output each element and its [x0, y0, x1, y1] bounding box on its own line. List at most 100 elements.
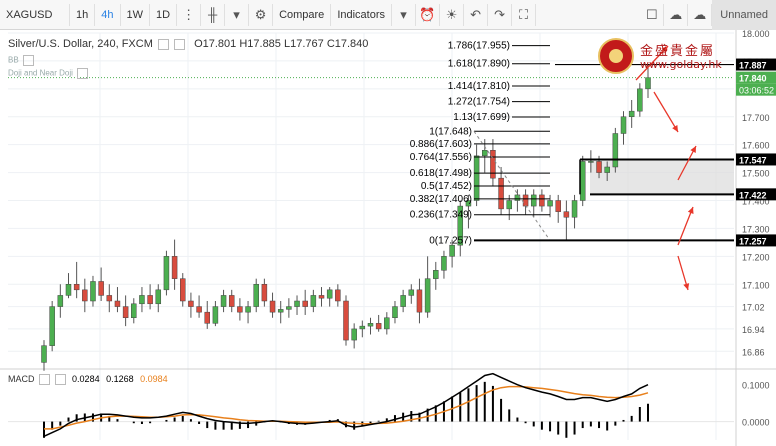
candle-body	[237, 306, 243, 313]
chevron-down-icon[interactable]: ▾	[225, 3, 250, 26]
fib-label-1.272: 1.272(17.754)	[448, 97, 510, 108]
golday-logo: 金盛貴金屬 www.golday.hk	[598, 38, 738, 78]
candle-body	[588, 161, 594, 163]
candle-body	[310, 295, 317, 307]
time-tag-bg	[736, 83, 776, 96]
y-tick-5: 17.500	[742, 169, 770, 179]
fib-trend-line	[473, 130, 551, 241]
alert-icon[interactable]: ⏰	[416, 3, 441, 26]
arrow-up-2	[677, 145, 697, 181]
candle-body	[49, 306, 55, 346]
price-chart[interactable]: 0(17.257) 0.236(17.349) 0.382(17.406) 0.5(1…	[0, 30, 776, 446]
resistance-zone	[590, 159, 734, 195]
price-tag-17547: 17.547	[739, 155, 767, 165]
macd-legend: MACD 0.0284 0.1268 0.0984	[8, 374, 168, 386]
gear-icon[interactable]: ⚙	[249, 3, 274, 26]
interval-1w[interactable]: 1W	[121, 3, 150, 26]
candle-body	[384, 317, 390, 330]
interval-1h[interactable]: 1h	[70, 3, 96, 26]
candle-body	[367, 323, 374, 327]
macd-y-tick-0: 0.1000	[742, 381, 770, 391]
fib-label-1.786: 1.786(17.955)	[448, 41, 510, 52]
candle-body	[539, 194, 545, 207]
candle-body	[392, 306, 398, 319]
layout-name[interactable]: Unnamed	[712, 0, 776, 30]
y-tick-6: 17.400	[742, 197, 770, 207]
candle-body	[180, 278, 186, 302]
y-tick-7: 17.300	[742, 224, 770, 234]
indicator-bb[interactable]: BB	[8, 55, 34, 66]
logo-chinese-text: 金盛貴金屬	[640, 44, 716, 59]
indicators-dropdown-icon[interactable]: ▾	[392, 3, 417, 26]
legend-open: O17.801	[194, 38, 237, 50]
fib-label-1.618: 1.618(17.890)	[448, 59, 510, 70]
candle-body	[228, 295, 235, 307]
price-tag-last: 17.840	[739, 74, 767, 84]
legend-close: C17.840	[326, 38, 369, 50]
indicator-bb-label: BB	[8, 55, 19, 65]
indicators-button[interactable]: Indicators	[331, 3, 393, 26]
legend-settings-icon[interactable]	[174, 38, 185, 50]
candle-body	[114, 300, 121, 307]
cloud-upload-icon[interactable]: ☁	[688, 3, 713, 26]
candle-body	[506, 200, 512, 210]
candle-body	[196, 306, 202, 313]
candle-body	[571, 200, 578, 218]
macd-value-signal: 0.0984	[140, 374, 168, 384]
candle-body	[269, 300, 276, 313]
arrow-up-1	[635, 45, 669, 81]
lightbulb-icon[interactable]: ☀	[440, 3, 465, 26]
layout-icon[interactable]: ☐	[640, 3, 665, 26]
macd-visibility-icon[interactable]	[39, 374, 51, 386]
fib-label-0.886: 0.886(17.603)	[410, 139, 472, 150]
candle-body	[457, 205, 464, 246]
interval-1d[interactable]: 1D	[150, 3, 178, 26]
legend-visibility-icon[interactable]	[157, 38, 169, 50]
symbol-field[interactable]: XAGUSD	[0, 3, 70, 26]
macd-y-tick-1: 0.0000	[742, 418, 770, 428]
candle-body	[155, 289, 162, 305]
macd-value-hist: 0.0284	[72, 374, 100, 384]
time-tag: 03:06:52	[739, 86, 774, 96]
candle-body	[628, 110, 635, 117]
candle-body	[473, 155, 480, 201]
candle-body	[498, 177, 504, 210]
candle-style-icon[interactable]: ╫	[201, 3, 226, 26]
y-tick-4: 17.600	[742, 141, 770, 151]
candle-body	[294, 300, 300, 307]
legend-title: Silver/U.S. Dollar, 240, FXCM	[8, 38, 153, 50]
top-toolbar: XAGUSD 1h 4h 1W 1D ⋮ ╫ ▾ ⚙ Compare Indic…	[0, 0, 776, 30]
candle-body	[563, 211, 570, 218]
candle-body	[482, 150, 488, 157]
undo-icon[interactable]: ↶	[464, 3, 489, 26]
candle-body	[326, 289, 333, 299]
interval-4h[interactable]: 4h	[95, 3, 121, 26]
redo-icon[interactable]: ↷	[488, 3, 513, 26]
candle-body	[41, 345, 47, 363]
price-tag-17887: 17.887	[739, 61, 767, 71]
fullscreen-icon[interactable]: ⛶	[512, 3, 537, 26]
candle-body	[604, 166, 610, 173]
chart-legend: Silver/U.S. Dollar, 240, FXCM O17.801 H1…	[8, 38, 368, 50]
y-tick-11: 16.94	[742, 325, 765, 335]
cloud-download-icon[interactable]: ☁	[664, 3, 689, 26]
compare-button[interactable]: Compare	[273, 3, 332, 26]
bb-visibility-icon[interactable]	[22, 55, 34, 66]
arrow-down-1	[653, 91, 679, 133]
candle-body	[351, 328, 357, 341]
macd-value-macd: 0.1268	[106, 374, 134, 384]
indicator-doji-label: Doji and Near Doji	[8, 68, 73, 78]
candle-body	[400, 295, 406, 307]
doji-visibility-icon[interactable]	[77, 68, 89, 79]
macd-settings-icon[interactable]	[54, 374, 66, 386]
candle-body	[645, 77, 651, 90]
indicator-doji[interactable]: Doji and Near Doji	[8, 68, 89, 79]
arrow-up-3	[677, 206, 694, 246]
fib-label-1: 1(17.648)	[429, 126, 472, 137]
arrow-up-1-head	[661, 46, 668, 53]
more-intervals-icon[interactable]: ⋮	[177, 3, 202, 26]
arrow-up-3-head	[687, 207, 694, 214]
candle-body	[555, 200, 561, 212]
candle-body	[204, 311, 210, 324]
candle-body	[465, 200, 472, 207]
